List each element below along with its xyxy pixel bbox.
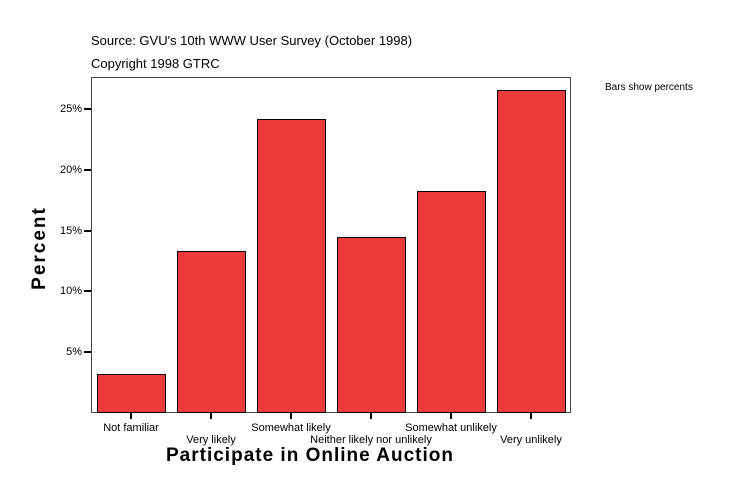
x-tick-2 [210,413,212,419]
y-tick-label-25: 25% [59,103,82,115]
bars-note: Bars show percents [605,82,693,93]
bar-not-familiar [97,374,166,413]
x-tick-4 [370,413,372,419]
y-tick-25 [84,108,91,110]
bar-very-likely [177,251,246,413]
x-label-not-familiar: Not familiar [103,422,159,434]
x-label-somewhat-unlikely: Somewhat unlikely [405,422,497,434]
bar-somewhat-likely [257,119,326,413]
x-label-very-likely: Very likely [186,434,236,446]
x-label-neither: Neither likely nor unlikely [310,434,432,446]
source-text: Source: GVU's 10th WWW User Survey (Octo… [91,33,413,48]
y-tick-label-5: 5% [66,346,82,358]
x-tick-6 [530,413,532,419]
copyright-text: Copyright 1998 GTRC [91,56,220,71]
x-label-very-unlikely: Very unlikely [500,434,562,446]
y-tick-20 [84,169,91,171]
y-tick-5 [84,351,91,353]
x-tick-3 [290,413,292,419]
y-tick-10 [84,290,91,292]
x-tick-1 [130,413,132,419]
y-tick-label-15: 15% [59,225,82,237]
y-tick-label-20: 20% [59,164,82,176]
bar-somewhat-unlikely [417,191,486,413]
y-tick-15 [84,230,91,232]
plot-area [91,77,571,413]
x-label-somewhat-likely: Somewhat likely [251,422,331,434]
bar-very-unlikely [497,90,566,413]
x-tick-5 [450,413,452,419]
y-tick-label-10: 10% [59,285,82,297]
x-axis-title: Participate in Online Auction [166,445,454,466]
bar-neither [337,237,406,413]
y-axis-title: Percent [29,206,50,290]
